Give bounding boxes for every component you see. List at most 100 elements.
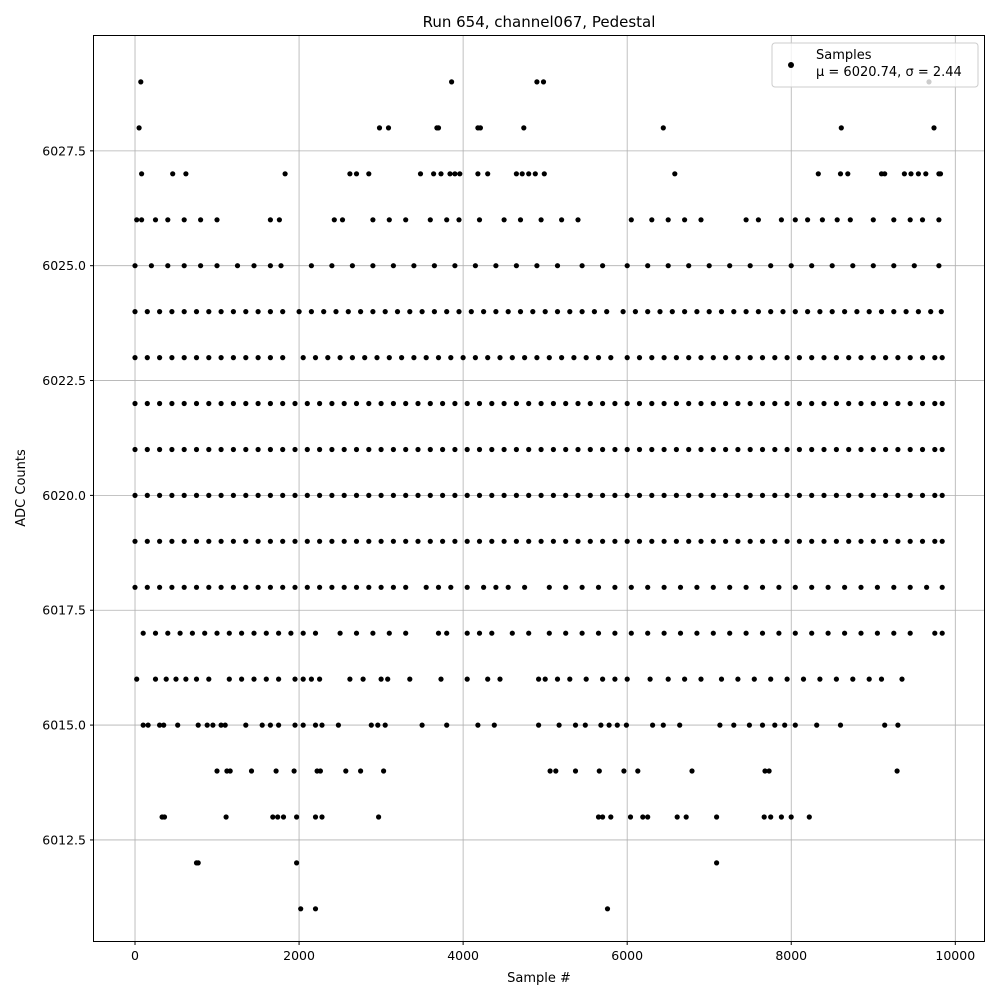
data-point — [809, 492, 815, 498]
data-point — [526, 630, 532, 636]
data-point — [878, 309, 885, 315]
data-point — [546, 584, 552, 590]
data-point — [899, 676, 905, 682]
data-point — [563, 584, 569, 590]
data-point — [243, 309, 249, 315]
data-point — [181, 538, 187, 544]
data-point — [806, 814, 812, 820]
data-point — [870, 355, 876, 361]
data-point — [415, 446, 421, 453]
data-point — [267, 263, 273, 269]
data-point — [755, 309, 762, 315]
data-point — [347, 676, 353, 682]
data-point — [595, 584, 602, 590]
data-point — [152, 676, 159, 682]
data-point — [214, 217, 220, 223]
data-point — [456, 217, 462, 223]
data-point — [210, 722, 216, 728]
data-point — [501, 538, 507, 544]
data-point — [148, 263, 154, 269]
x-tick-label: 4000 — [447, 948, 479, 963]
data-point — [747, 400, 753, 407]
data-point — [417, 171, 424, 177]
data-point — [784, 538, 790, 544]
data-point — [157, 584, 163, 590]
data-point — [936, 217, 942, 223]
data-point — [230, 492, 236, 498]
data-point — [157, 309, 163, 315]
data-point — [399, 355, 405, 361]
data-point — [464, 492, 470, 498]
data-point — [485, 676, 491, 682]
data-point — [784, 446, 790, 453]
data-point — [521, 125, 527, 131]
data-point — [195, 860, 201, 866]
data-point — [870, 217, 876, 223]
data-point — [317, 676, 323, 682]
data-point — [698, 400, 704, 407]
data-point — [509, 630, 515, 636]
data-point — [939, 355, 945, 361]
data-point — [858, 492, 864, 498]
data-point — [370, 263, 376, 269]
data-point — [661, 538, 667, 544]
data-point — [919, 400, 926, 407]
data-point — [255, 584, 261, 590]
data-point — [784, 355, 790, 361]
data-point — [595, 814, 602, 820]
data-point — [534, 79, 540, 85]
data-point — [735, 538, 741, 544]
data-point — [768, 814, 774, 820]
data-point — [932, 355, 938, 361]
data-point — [304, 400, 310, 407]
data-point — [895, 538, 901, 544]
data-point — [809, 538, 815, 544]
data-point — [614, 722, 620, 728]
data-point — [278, 263, 284, 269]
data-point — [169, 446, 175, 453]
data-point — [891, 263, 897, 269]
data-point — [267, 538, 273, 544]
data-point — [485, 171, 491, 177]
x-tick-label: 0 — [131, 948, 139, 963]
data-point — [335, 722, 341, 728]
data-point — [686, 400, 692, 407]
data-point — [169, 355, 175, 361]
data-point — [579, 309, 585, 315]
data-point — [243, 538, 249, 544]
data-point — [821, 355, 827, 361]
data-point — [645, 263, 651, 269]
data-point — [132, 263, 138, 269]
data-point — [198, 217, 204, 223]
data-point — [276, 722, 282, 728]
data-point — [255, 492, 261, 498]
data-point — [567, 309, 573, 315]
data-point — [628, 217, 634, 223]
data-point — [280, 400, 286, 407]
data-point — [829, 309, 835, 315]
data-point — [165, 217, 171, 223]
data-point — [452, 492, 458, 498]
data-point — [452, 171, 458, 177]
data-point — [347, 171, 353, 177]
data-point — [230, 446, 236, 453]
data-point — [579, 263, 585, 269]
data-point — [833, 446, 840, 453]
data-point — [263, 630, 269, 636]
data-point — [743, 584, 749, 590]
x-tick-label: 8000 — [775, 948, 807, 963]
data-point — [193, 400, 200, 407]
data-point — [698, 676, 704, 682]
data-point — [255, 400, 261, 407]
data-point — [440, 538, 446, 544]
data-point — [317, 400, 323, 407]
data-point — [403, 217, 409, 223]
data-point — [805, 217, 811, 223]
data-point — [673, 538, 680, 544]
data-point — [206, 355, 212, 361]
data-point — [536, 722, 542, 728]
data-point — [243, 355, 249, 361]
data-point — [650, 722, 656, 728]
data-point — [239, 630, 245, 636]
data-point — [710, 400, 716, 407]
